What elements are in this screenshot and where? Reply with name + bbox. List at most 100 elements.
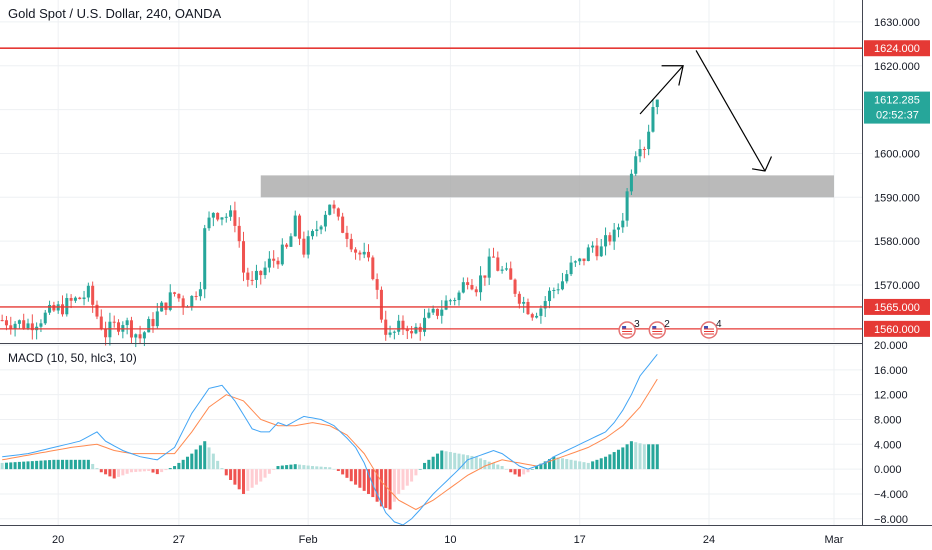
macd-histogram-bar — [341, 469, 345, 475]
macd-histogram-bar — [95, 468, 99, 470]
candle-up — [86, 285, 90, 298]
candle-up — [612, 229, 616, 242]
macd-histogram-bar — [164, 469, 168, 471]
macd-histogram-bar — [4, 462, 8, 470]
time-axis-label: Feb — [299, 534, 318, 546]
candle-up — [634, 156, 638, 174]
candle-down — [526, 301, 530, 315]
macd-histogram-bar — [530, 469, 534, 470]
signal-line — [2, 378, 658, 511]
candle-down — [4, 320, 8, 326]
event-count: 3 — [634, 319, 640, 330]
support-tag-2 — [864, 320, 930, 337]
macd-histogram-bar — [9, 462, 13, 470]
candle-up — [65, 297, 69, 315]
candle-up — [573, 261, 577, 263]
macd-histogram-bar — [302, 465, 306, 470]
macd-histogram-bar — [276, 466, 280, 470]
candle-up — [39, 323, 43, 327]
macd-histogram-bar — [237, 469, 241, 490]
candle-up — [414, 326, 418, 334]
macd-histogram-bar — [17, 461, 21, 470]
macd-histogram-bar — [405, 469, 409, 486]
candle-up — [423, 317, 427, 332]
macd-axis-tick: 16.000 — [874, 365, 908, 377]
candle-up — [569, 262, 573, 275]
macd-histogram-bar — [448, 452, 452, 470]
macd-axis-tick: 12.000 — [874, 390, 908, 402]
macd-histogram-bar — [220, 468, 224, 470]
candle-up — [388, 332, 392, 335]
macd-histogram-bar — [280, 465, 284, 470]
countdown-text: 02:52:37 — [876, 110, 919, 122]
macd-histogram-bar — [285, 465, 289, 470]
macd-histogram-bar — [625, 444, 629, 470]
candle-down — [474, 289, 478, 293]
candle-up — [168, 292, 172, 310]
last-price-tag — [864, 91, 930, 124]
macd-histogram-bar — [362, 469, 366, 491]
macd-histogram-bar — [410, 469, 414, 482]
macd-histogram-bar — [43, 460, 47, 470]
candle-up — [254, 270, 258, 280]
macd-histogram-bar — [578, 461, 582, 470]
macd-histogram-bar — [466, 455, 470, 470]
event-count: 2 — [664, 319, 670, 330]
candle-up — [142, 332, 146, 339]
price-axis-tick: 1590.000 — [874, 192, 920, 204]
macd-histogram-bar — [298, 464, 302, 470]
macd-histogram-bar — [65, 459, 69, 470]
candle-up — [599, 246, 603, 257]
macd-histogram-bar — [487, 461, 491, 470]
time-axis-label: 24 — [703, 534, 715, 546]
macd-histogram-bar — [358, 469, 362, 488]
candle-up — [125, 320, 129, 326]
macd-histogram-bar — [125, 469, 129, 474]
candle-down — [99, 316, 103, 330]
macd-histogram-bar — [108, 469, 112, 477]
chart-title: Gold Spot / U.S. Dollar, 240, OANDA — [8, 6, 222, 21]
macd-histogram-bar — [134, 469, 138, 472]
candle-up — [586, 247, 590, 262]
candle-up — [522, 301, 526, 304]
macd-histogram-bar — [224, 469, 228, 476]
resistance-tag-text: 1624.000 — [874, 43, 920, 55]
candle-up — [203, 228, 207, 290]
macd-histogram-bar — [384, 469, 388, 508]
macd-histogram-bar — [397, 469, 401, 494]
macd-histogram-bar — [504, 469, 508, 470]
candle-up — [535, 315, 539, 318]
candle-up — [82, 297, 86, 300]
macd-histogram-bar — [586, 462, 590, 470]
candle-down — [233, 210, 237, 226]
macd-histogram-bar — [569, 459, 573, 470]
candle-down — [112, 321, 116, 323]
candle-down — [341, 216, 345, 233]
candle-up — [48, 304, 52, 313]
candle-down — [30, 323, 34, 331]
candle-up — [26, 323, 30, 329]
candle-up — [647, 131, 651, 150]
candle-up — [629, 173, 633, 192]
candle-up — [315, 229, 319, 231]
candle-up — [565, 274, 569, 282]
macd-histogram-bar — [349, 469, 353, 482]
macd-histogram-bar — [513, 469, 517, 475]
macd-histogram-bar — [48, 460, 52, 470]
macd-histogram-bar — [86, 459, 90, 470]
candle-up — [453, 300, 457, 302]
candle-up — [289, 236, 293, 247]
candle-down — [216, 212, 220, 220]
candle-down — [95, 304, 99, 317]
candle-down — [242, 241, 246, 273]
candle-up — [440, 309, 444, 316]
macd-histogram-bar — [30, 461, 34, 470]
candle-down — [60, 304, 65, 315]
macd-histogram-bar — [582, 462, 586, 470]
macd-axis-tick: 20.000 — [874, 340, 908, 352]
macd-histogram-bar — [293, 464, 297, 470]
candle-down — [22, 320, 26, 329]
candle-up — [448, 300, 452, 302]
macd-histogram-bar — [604, 456, 608, 470]
